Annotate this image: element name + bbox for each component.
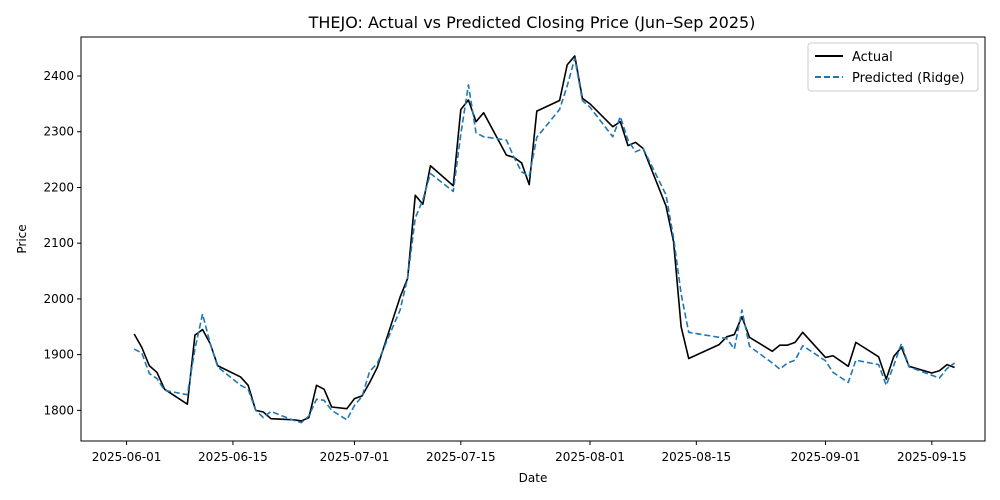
- series-line-predicted: [133, 57, 956, 424]
- x-axis-ticks: 2025-06-01 2025-06-15 2025-07-01 2025-07-15…: [92, 441, 967, 464]
- x-tick-label: 2025-09-15: [897, 450, 967, 464]
- x-tick-label: 2025-07-15: [426, 450, 496, 464]
- legend-label-actual: Actual: [852, 50, 893, 65]
- x-tick-label: 2025-08-01: [555, 450, 625, 464]
- y-tick-label: 1800: [43, 403, 74, 417]
- y-tick-label: 1900: [43, 348, 74, 362]
- y-tick-label: 2200: [43, 180, 74, 194]
- legend-box: [807, 42, 979, 92]
- y-axis-label: Price: [15, 224, 29, 253]
- x-axis-label: Date: [519, 471, 548, 485]
- y-tick-label: 2000: [43, 292, 74, 306]
- y-axis-ticks: 1800 1900 2000 2100 2200 2300 2400: [43, 69, 81, 417]
- y-tick-label: 2300: [43, 125, 74, 139]
- chart-title: THEJO: Actual vs Predicted Closing Price…: [308, 13, 756, 32]
- x-tick-label: 2025-09-01: [791, 450, 861, 464]
- series-lines: [133, 55, 956, 424]
- y-tick-label: 2100: [43, 236, 74, 250]
- legend: Actual Predicted (Ridge): [807, 42, 979, 92]
- y-tick-label: 2400: [43, 69, 74, 83]
- x-tick-label: 2025-06-15: [198, 450, 268, 464]
- plot-frame: [80, 36, 986, 442]
- x-tick-label: 2025-06-01: [92, 450, 162, 464]
- x-tick-label: 2025-07-01: [320, 450, 390, 464]
- x-tick-label: 2025-08-15: [661, 450, 731, 464]
- legend-label-predicted: Predicted (Ridge): [852, 71, 964, 86]
